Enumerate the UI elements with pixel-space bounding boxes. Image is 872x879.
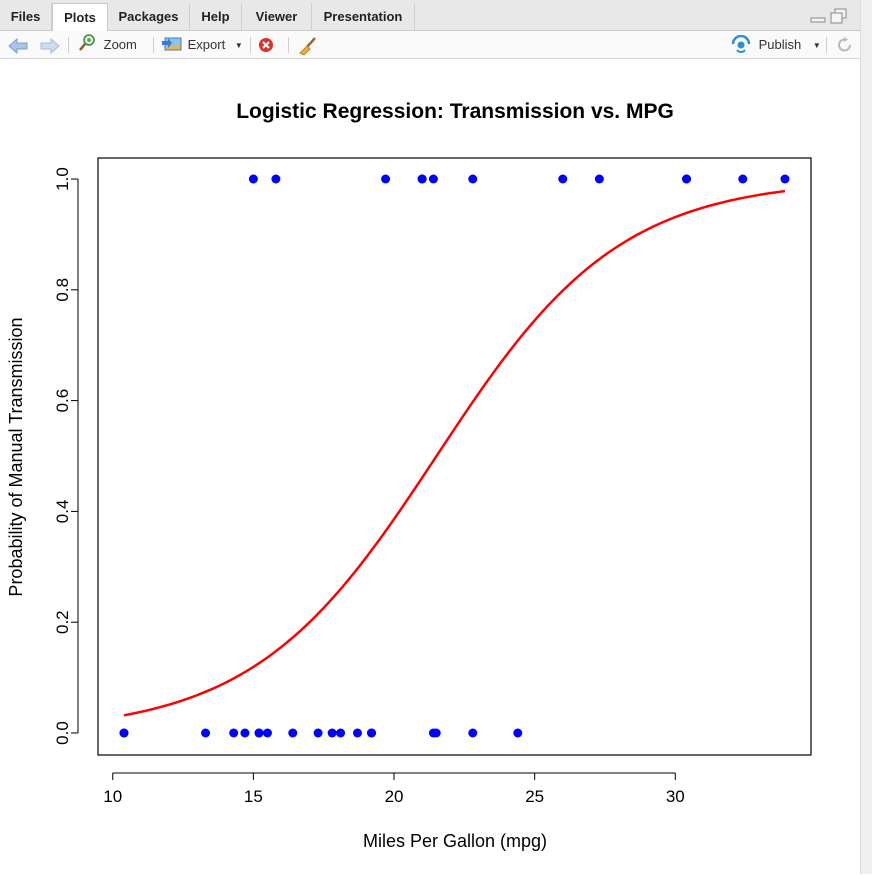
publish-dropdown-caret-icon: ▼	[812, 41, 821, 50]
tab-plots[interactable]: Plots	[52, 3, 108, 32]
tab-packages[interactable]: Packages	[108, 3, 190, 31]
export-image-icon	[162, 37, 182, 51]
data-point	[240, 728, 250, 738]
y-tick-label: 0.2	[53, 610, 72, 634]
pane-tab-bar: Files Plots Packages Help Viewer Present…	[0, 0, 860, 32]
x-axis-label: Miles Per Gallon (mpg)	[363, 831, 547, 851]
pane-scrollbar[interactable]	[860, 0, 872, 874]
back-arrow-icon[interactable]	[8, 38, 28, 54]
tab-viewer[interactable]: Viewer	[242, 3, 312, 31]
tab-presentation[interactable]: Presentation	[312, 3, 415, 31]
logistic-regression-chart: Logistic Regression: Transmission vs. MP…	[6, 100, 812, 851]
data-point	[288, 728, 298, 738]
data-point	[119, 728, 129, 738]
data-point	[336, 728, 346, 738]
y-tick-label: 0.0	[53, 721, 72, 745]
tab-files[interactable]: Files	[0, 3, 52, 31]
data-point	[229, 728, 239, 738]
tab-help[interactable]: Help	[190, 3, 242, 31]
chart-title: Logistic Regression: Transmission vs. MP…	[236, 100, 674, 123]
data-point	[417, 174, 427, 184]
export-dropdown-caret-icon: ▼	[234, 41, 243, 50]
data-point	[682, 174, 692, 184]
data-point	[780, 174, 790, 184]
data-point	[313, 728, 323, 738]
publish-label: Publish	[758, 37, 802, 52]
y-axis-label: Probability of Manual Transmission	[6, 317, 26, 596]
remove-plot-icon[interactable]	[258, 37, 274, 53]
plots-toolbar: Zoom Export ▼ Publish ▼	[0, 31, 860, 59]
data-point	[381, 174, 391, 184]
export-label: Export	[187, 37, 226, 52]
zoom-label: Zoom	[103, 37, 137, 52]
x-tick-label: 30	[666, 787, 685, 806]
plot-area: Logistic Regression: Transmission vs. MP…	[0, 59, 860, 874]
minimize-pane-icon[interactable]	[810, 9, 826, 25]
data-point	[254, 728, 264, 738]
data-point	[594, 174, 604, 184]
data-point	[468, 174, 478, 184]
data-point	[428, 174, 438, 184]
refresh-icon[interactable]	[836, 36, 854, 54]
data-point	[367, 728, 377, 738]
y-tick-label: 1.0	[53, 167, 72, 191]
data-point	[271, 174, 281, 184]
data-point	[327, 728, 337, 738]
zoom-magnifier-icon	[79, 34, 95, 51]
export-button[interactable]: Export ▼	[162, 31, 243, 59]
fitted-logistic-curve	[123, 189, 786, 717]
forward-arrow-icon[interactable]	[40, 38, 60, 54]
data-point	[248, 174, 258, 184]
maximize-pane-icon[interactable]	[830, 8, 848, 26]
publish-icon	[731, 34, 751, 53]
data-point	[262, 728, 272, 738]
x-tick-label: 10	[103, 787, 122, 806]
y-tick-label: 0.8	[53, 278, 72, 302]
zoom-button[interactable]: Zoom	[78, 31, 137, 59]
x-tick-label: 25	[525, 787, 544, 806]
data-point	[201, 728, 211, 738]
data-point	[431, 728, 441, 738]
data-point	[352, 728, 362, 738]
plot-frame	[97, 157, 812, 756]
publish-button[interactable]: Publish ▼	[731, 31, 821, 59]
clear-all-broom-icon[interactable]	[298, 36, 318, 56]
x-tick-label: 20	[385, 787, 404, 806]
y-tick-label: 0.6	[53, 389, 72, 413]
data-point	[738, 174, 748, 184]
data-point	[558, 174, 568, 184]
data-point	[513, 728, 523, 738]
data-point	[468, 728, 478, 738]
y-tick-label: 0.4	[53, 500, 72, 524]
x-tick-label: 15	[244, 787, 263, 806]
